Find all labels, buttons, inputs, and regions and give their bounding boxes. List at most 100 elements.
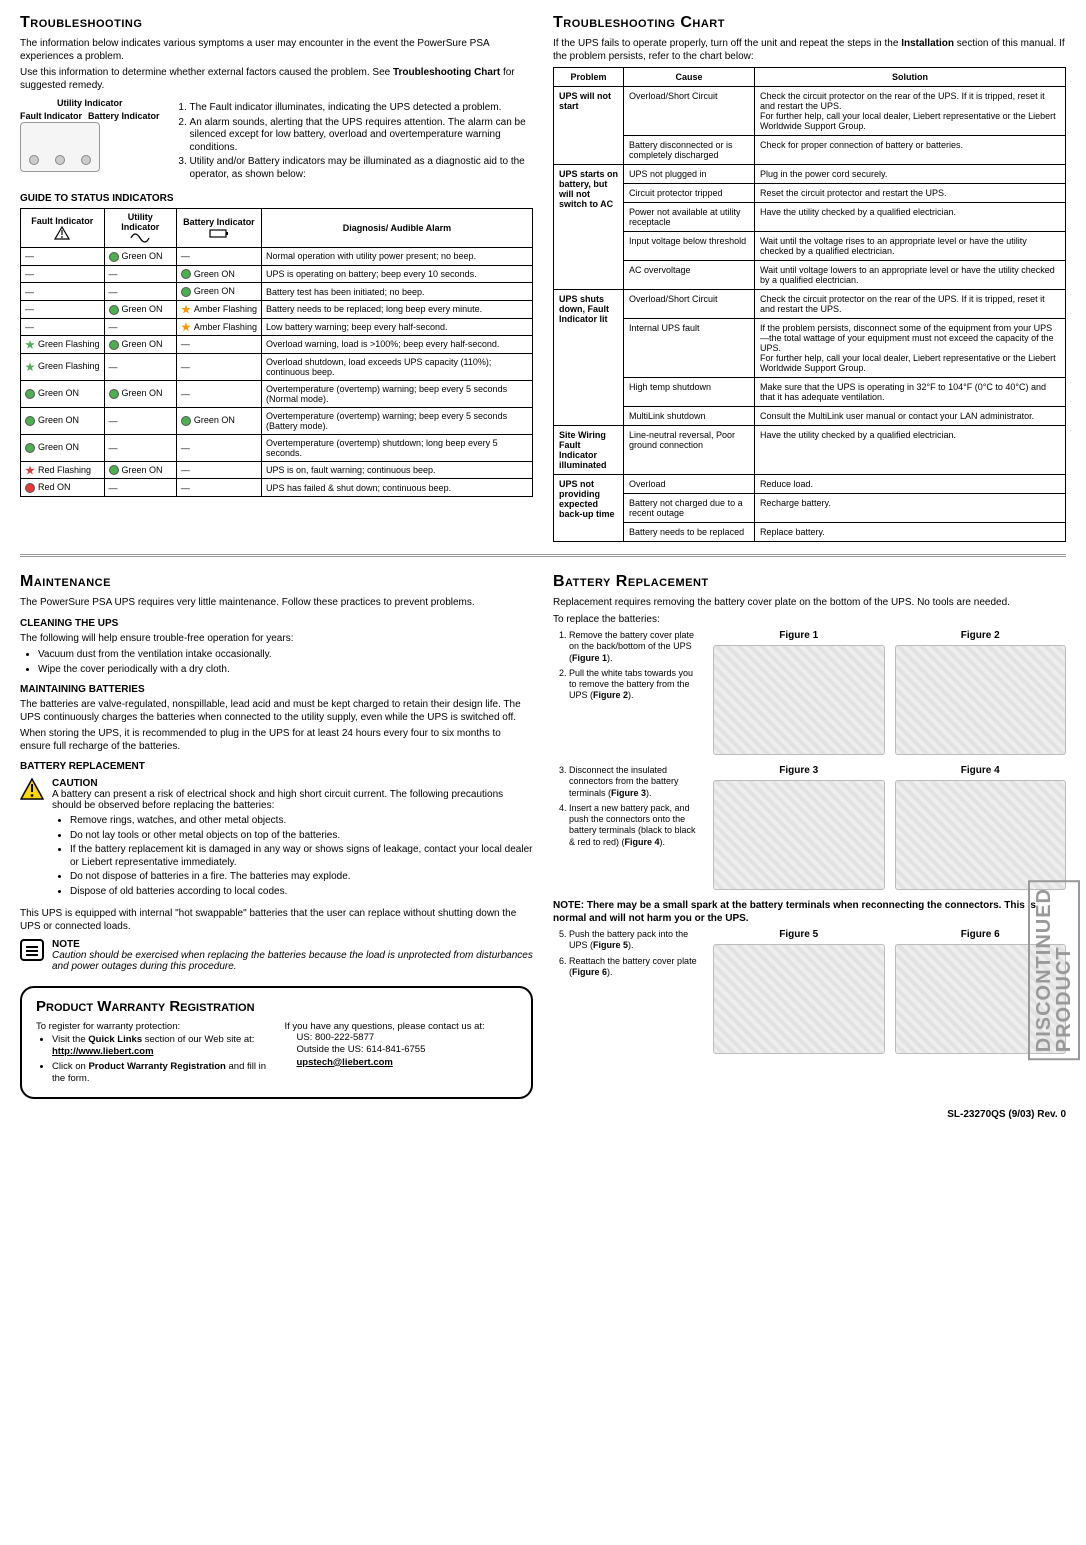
- discontinued-stamp: DISCONTINUED PRODUCT: [1028, 880, 1080, 1060]
- battrepl-title: Battery Replacement: [553, 573, 1066, 591]
- utility-sine-icon: [130, 232, 150, 244]
- caution-b0: Remove rings, watches, and other metal o…: [70, 815, 533, 828]
- caution-text: A battery can present a risk of electric…: [52, 789, 533, 811]
- caution-bullets: Remove rings, watches, and other metal o…: [70, 815, 533, 898]
- note-block: NOTE Caution should be exercised when re…: [20, 939, 533, 972]
- chart-row: UPS starts on battery, but will not swit…: [554, 165, 1066, 184]
- maint-p3: When storing the UPS, it is recommended …: [20, 728, 533, 753]
- chart-row: UPS will not startOverload/Short Circuit…: [554, 87, 1066, 136]
- status-row: ——Green ONUPS is operating on battery; b…: [21, 265, 533, 283]
- battrepl-note: NOTE: There may be a small spark at the …: [553, 900, 1066, 925]
- troubleshooting-title: Troubleshooting: [20, 14, 533, 32]
- warranty-right-lead: If you have any questions, please contac…: [285, 1021, 518, 1032]
- ts-events-list: The Fault indicator illuminates, indicat…: [190, 102, 533, 181]
- chart-row: Site Wiring Fault Indicator illuminatedL…: [554, 426, 1066, 475]
- troubleshooting-chart-table: Problem Cause Solution UPS will not star…: [553, 67, 1066, 542]
- chart-intro-a: If the UPS fails to operate properly, tu…: [553, 38, 901, 49]
- figcap-5: Figure 5: [713, 929, 885, 940]
- steps-34: Disconnect the insulated connectors from…: [569, 765, 703, 848]
- caution-b3: Do not dispose of batteries in a fire. T…: [70, 871, 533, 884]
- chart-row: UPS not providing expected back-up timeO…: [554, 475, 1066, 494]
- battrepl-intro: Replacement requires removing the batter…: [553, 597, 1066, 610]
- warranty-phone-us: US: 800-222-5877: [297, 1032, 518, 1044]
- steps-56: Push the battery pack into the UPS (Figu…: [569, 929, 703, 978]
- maint-p4: This UPS is equipped with internal "hot …: [20, 908, 533, 933]
- figcap-4: Figure 4: [895, 765, 1067, 776]
- chart-row: Power not available at utility receptacl…: [554, 203, 1066, 232]
- stamp-line2: PRODUCT: [1054, 888, 1074, 1052]
- status-h-utility: Utility Indicator: [104, 209, 176, 248]
- status-row: Green ON—Green ONOvertemperature (overte…: [21, 407, 533, 434]
- maint-h1: CLEANING THE UPS: [20, 618, 533, 629]
- battery-step: Remove the battery cover plate on the ba…: [569, 630, 703, 664]
- chart-h-problem: Problem: [554, 68, 624, 87]
- section-divider: [20, 554, 1066, 557]
- status-indicator-table: Fault Indicator Utility Indicator Batter…: [20, 208, 533, 497]
- battery-step: Pull the white tabs towards you to remov…: [569, 668, 703, 702]
- chart-row: MultiLink shutdownConsult the MultiLink …: [554, 407, 1066, 426]
- ts-intro1: The information below indicates various …: [20, 38, 533, 63]
- battery-step: Push the battery pack into the UPS (Figu…: [569, 929, 703, 952]
- chart-row: High temp shutdownMake sure that the UPS…: [554, 378, 1066, 407]
- battery-step: Disconnect the insulated connectors from…: [569, 765, 703, 799]
- maint-bul1: Vacuum dust from the ventilation intake …: [38, 649, 533, 676]
- chart-h-cause: Cause: [624, 68, 755, 87]
- status-row: —Green ON—Normal operation with utility …: [21, 248, 533, 266]
- warranty-box: Product Warranty Registration To registe…: [20, 986, 533, 1099]
- indicator-diagram: Utility Indicator Fault Indicator Batter…: [20, 98, 533, 185]
- maint-bul1-1: Wipe the cover periodically with a dry c…: [38, 664, 533, 677]
- chart-title: Troubleshooting Chart: [553, 14, 1066, 32]
- maint-h3: BATTERY REPLACEMENT: [20, 761, 533, 772]
- diag-label-utility: Utility Indicator: [20, 98, 160, 109]
- figure-5-image: [713, 944, 885, 1054]
- stamp-line1: DISCONTINUED: [1034, 888, 1054, 1052]
- status-h-diag: Diagnosis/ Audible Alarm: [261, 209, 532, 248]
- figcap-1: Figure 1: [713, 630, 885, 641]
- warranty-email-link[interactable]: upstech@liebert.com: [297, 1057, 393, 1068]
- maint-h2: MAINTAINING BATTERIES: [20, 684, 533, 695]
- note-title: NOTE: [52, 939, 533, 950]
- guide-header: GUIDE TO STATUS INDICATORS: [20, 193, 533, 204]
- ts-intro2: Use this information to determine whethe…: [20, 67, 533, 92]
- chart-row: Battery not charged due to a recent outa…: [554, 494, 1066, 523]
- figcap-2: Figure 2: [895, 630, 1067, 641]
- status-row: Green ON——Overtemperature (overtemp) shu…: [21, 434, 533, 461]
- caution-b1: Do not lay tools or other metal objects …: [70, 830, 533, 843]
- diag-label-battery: Battery Indicator: [88, 111, 160, 122]
- battrepl-lead: To replace the batteries:: [553, 614, 1066, 627]
- fault-triangle-icon: [54, 226, 70, 240]
- note-text: Caution should be exercised when replaci…: [52, 950, 533, 972]
- maint-p1: The following will help ensure trouble-f…: [20, 633, 533, 646]
- figure-3-image: [713, 780, 885, 890]
- ts-event-1: The Fault indicator illuminates, indicat…: [190, 102, 533, 115]
- warranty-site-link[interactable]: http://www.liebert.com: [52, 1046, 154, 1057]
- status-h-fault: Fault Indicator: [21, 209, 105, 248]
- battery-step: Reattach the battery cover plate (Figure…: [569, 956, 703, 979]
- figcap-3: Figure 3: [713, 765, 885, 776]
- maintenance-title: Maintenance: [20, 573, 533, 591]
- warning-triangle-icon: [20, 778, 44, 800]
- status-row: Green Flashing——Overload shutdown, load …: [21, 353, 533, 380]
- figure-1-image: [713, 645, 885, 755]
- chart-intro: If the UPS fails to operate properly, tu…: [553, 38, 1066, 63]
- battery-outline-icon: [209, 227, 229, 239]
- ts-event-2: An alarm sounds, alerting that the UPS r…: [190, 117, 533, 155]
- figure-4-image: [895, 780, 1067, 890]
- chart-row: Circuit protector trippedReset the circu…: [554, 184, 1066, 203]
- chart-row: Battery needs to be replacedReplace batt…: [554, 523, 1066, 542]
- chart-intro-b: Installation: [901, 38, 954, 49]
- warranty-left-item1: Visit the Quick Links section of our Web…: [52, 1034, 269, 1059]
- warranty-title: Product Warranty Registration: [36, 998, 517, 1015]
- ts-event-3: Utility and/or Battery indicators may be…: [190, 156, 533, 181]
- footer-docid: SL-23270QS (9/03) Rev. 0: [20, 1109, 1066, 1120]
- ts-intro2a: Use this information to determine whethe…: [20, 67, 393, 78]
- status-row: ——Amber FlashingLow battery warning; bee…: [21, 318, 533, 336]
- chart-row: Battery disconnected or is completely di…: [554, 136, 1066, 165]
- caution-b2: If the battery replacement kit is damage…: [70, 844, 533, 869]
- chart-row: Internal UPS faultIf the problem persist…: [554, 319, 1066, 378]
- maint-p2: The batteries are valve-regulated, nonsp…: [20, 699, 533, 724]
- status-row: Green ONGreen ON—Overtemperature (overte…: [21, 380, 533, 407]
- caution-title: CAUTION: [52, 778, 533, 789]
- maint-bul1-0: Vacuum dust from the ventilation intake …: [38, 649, 533, 662]
- warranty-left-lead: To register for warranty protection:: [36, 1021, 269, 1032]
